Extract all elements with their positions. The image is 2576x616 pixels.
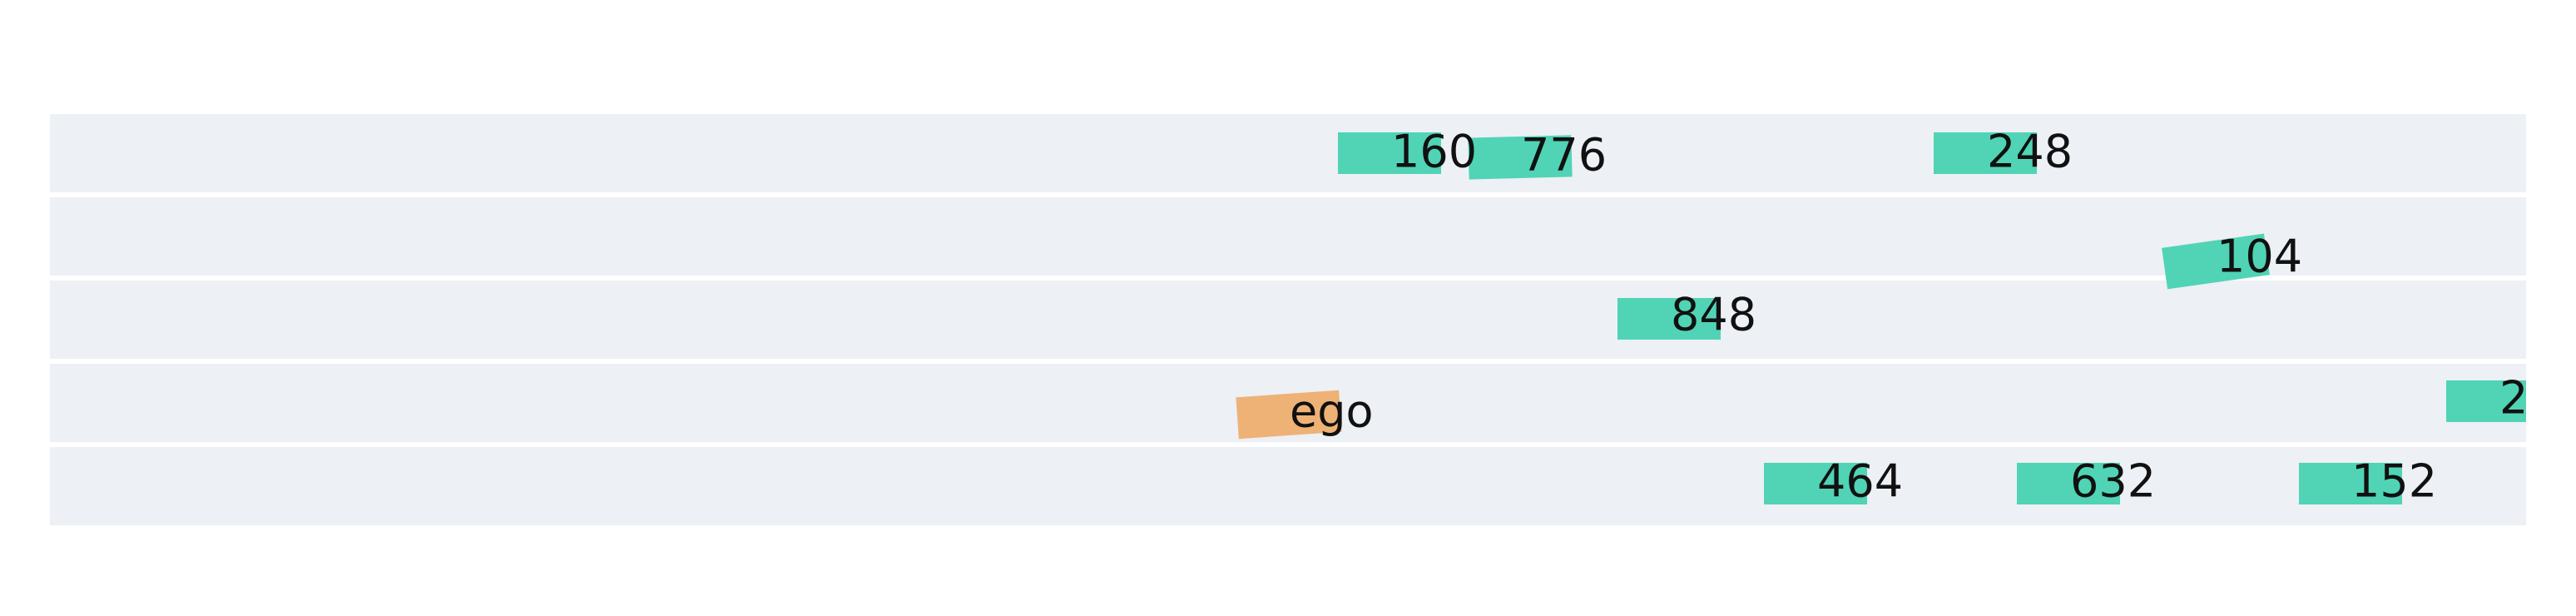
vehicle-848: [1617, 298, 1721, 340]
vehicle-776: [1468, 135, 1573, 180]
vehicle-152: [2299, 463, 2402, 504]
vehicle-label-ego: ego: [1290, 385, 1374, 438]
vehicle-label-248: 248: [1987, 126, 2073, 178]
vehicle-label-632: 632: [2070, 455, 2156, 508]
labels-layer: 160 776 248 104 848 ego 2 464 632 152: [1290, 126, 2528, 508]
ego-vehicle: [1236, 390, 1342, 440]
vehicle-632: [2017, 463, 2120, 504]
vehicle-label-776: 776: [1521, 129, 1607, 181]
vehicle-label-848: 848: [1671, 289, 1756, 341]
vehicle-label-152: 152: [2351, 455, 2437, 508]
lanes-layer: [50, 114, 2526, 525]
lane-1: [50, 197, 2526, 276]
vehicle-label-464: 464: [1817, 455, 1903, 508]
vehicle-label-104: 104: [2217, 231, 2302, 283]
vehicle-label-160: 160: [1391, 126, 1477, 178]
lane-0: [50, 114, 2526, 192]
vehicle-160: [1338, 132, 1441, 174]
vehicle-464: [1764, 463, 1867, 504]
vehicle-248: [1934, 132, 2037, 174]
vehicles-layer: [1236, 132, 2526, 504]
vehicle-104: [2162, 233, 2270, 290]
lane-2: [50, 281, 2526, 359]
vehicle-2: [2446, 380, 2526, 422]
vehicle-label-2: 2: [2499, 372, 2528, 425]
